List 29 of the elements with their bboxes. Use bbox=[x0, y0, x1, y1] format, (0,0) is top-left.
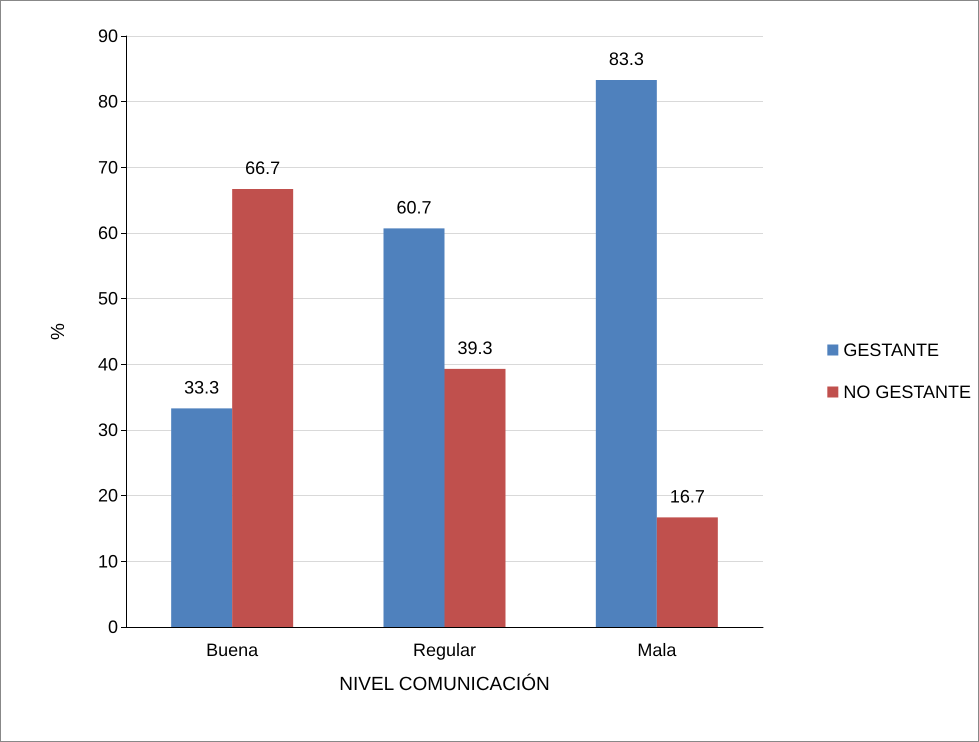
bar bbox=[232, 189, 294, 627]
y-tick-label: 80 bbox=[98, 92, 118, 112]
y-tick-label: 20 bbox=[98, 486, 118, 506]
data-label: 60.7 bbox=[396, 197, 432, 218]
data-label: 83.3 bbox=[608, 48, 644, 69]
bar bbox=[384, 228, 444, 627]
x-tick-label: Buena bbox=[206, 640, 260, 660]
y-tick-label: 40 bbox=[98, 354, 118, 374]
data-label: 39.3 bbox=[457, 338, 493, 358]
y-tick-label: 0 bbox=[108, 617, 118, 637]
y-tick-label: 60 bbox=[98, 223, 118, 243]
data-label: 66.7 bbox=[245, 158, 280, 178]
y-tick-label: 10 bbox=[98, 551, 118, 572]
y-tick-label: 50 bbox=[98, 288, 118, 309]
bar bbox=[656, 517, 718, 627]
bar bbox=[596, 80, 657, 627]
legend-label: GESTANTE bbox=[843, 340, 940, 360]
y-tick-label: 70 bbox=[98, 157, 118, 178]
x-tick-label: Regular bbox=[412, 640, 476, 660]
y-axis-title: % bbox=[48, 322, 69, 340]
bar bbox=[444, 368, 506, 627]
data-label: 16.7 bbox=[670, 486, 705, 506]
data-label: 33.3 bbox=[184, 377, 220, 398]
bar bbox=[171, 408, 232, 627]
y-tick-label: 90 bbox=[98, 26, 118, 46]
x-tick-label: Mala bbox=[637, 640, 678, 660]
legend-label: NO GESTANTE bbox=[843, 382, 972, 402]
x-axis-title: NIVEL COMUNICACIÓN bbox=[339, 673, 550, 695]
y-tick-label: 30 bbox=[98, 420, 118, 440]
